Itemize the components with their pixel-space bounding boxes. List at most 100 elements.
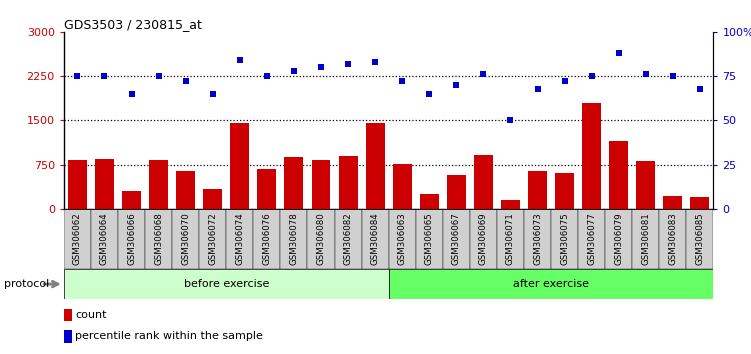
Text: GSM306073: GSM306073 <box>533 212 542 266</box>
Bar <box>64 330 72 343</box>
Bar <box>204 189 222 209</box>
Text: GSM306074: GSM306074 <box>235 212 244 266</box>
Point <box>451 82 463 88</box>
Point <box>532 86 544 91</box>
Bar <box>636 161 656 209</box>
Text: percentile rank within the sample: percentile rank within the sample <box>75 331 263 341</box>
Text: GSM306062: GSM306062 <box>73 212 82 266</box>
Point <box>694 86 706 91</box>
Point <box>152 73 164 79</box>
Text: GSM306066: GSM306066 <box>127 212 136 266</box>
Bar <box>199 209 226 269</box>
Text: GSM306083: GSM306083 <box>668 212 677 266</box>
Point <box>125 91 137 97</box>
Bar <box>149 160 168 209</box>
Bar <box>690 197 710 209</box>
Bar <box>307 209 334 269</box>
Bar <box>176 171 195 209</box>
Bar <box>258 169 276 209</box>
Bar <box>145 209 172 269</box>
Bar <box>253 209 280 269</box>
Bar <box>172 209 199 269</box>
Point <box>613 50 625 56</box>
Text: GSM306067: GSM306067 <box>452 212 461 266</box>
Text: GSM306064: GSM306064 <box>100 212 109 266</box>
Text: count: count <box>75 310 107 320</box>
Text: GSM306063: GSM306063 <box>398 212 407 266</box>
Point <box>207 91 219 97</box>
Bar <box>389 209 416 269</box>
Bar <box>285 157 303 209</box>
Text: GSM306068: GSM306068 <box>154 212 163 266</box>
Point <box>424 91 436 97</box>
Bar <box>389 269 713 299</box>
Text: GSM306072: GSM306072 <box>208 212 217 266</box>
Bar <box>501 200 520 209</box>
Bar <box>393 164 412 209</box>
Bar <box>497 209 524 269</box>
Bar <box>231 123 249 209</box>
Point <box>640 72 652 77</box>
Point <box>397 79 409 84</box>
Bar <box>447 175 466 209</box>
Bar <box>312 160 330 209</box>
Text: GSM306075: GSM306075 <box>560 212 569 266</box>
Text: GSM306085: GSM306085 <box>695 212 704 266</box>
Bar <box>632 209 659 269</box>
Text: GSM306082: GSM306082 <box>343 212 352 266</box>
Bar <box>339 156 357 209</box>
Point <box>586 73 598 79</box>
Text: GSM306076: GSM306076 <box>262 212 271 266</box>
Text: GSM306071: GSM306071 <box>506 212 515 266</box>
Point <box>559 79 571 84</box>
Text: GSM306084: GSM306084 <box>370 212 379 266</box>
Bar <box>605 209 632 269</box>
Text: GDS3503 / 230815_at: GDS3503 / 230815_at <box>64 18 202 31</box>
Text: GSM306079: GSM306079 <box>614 213 623 265</box>
Bar <box>470 209 497 269</box>
Bar <box>91 209 118 269</box>
Point <box>98 73 110 79</box>
Bar <box>64 309 72 321</box>
Text: GSM306069: GSM306069 <box>479 213 488 265</box>
Text: GSM306065: GSM306065 <box>425 212 434 266</box>
Bar <box>334 209 361 269</box>
Point <box>342 61 354 67</box>
Bar <box>474 155 493 209</box>
Text: before exercise: before exercise <box>183 279 269 289</box>
Point <box>261 73 273 79</box>
Bar <box>118 209 145 269</box>
Bar <box>443 209 470 269</box>
Text: GSM306070: GSM306070 <box>181 212 190 266</box>
Point <box>179 79 192 84</box>
Bar <box>68 160 87 209</box>
Point <box>369 59 381 65</box>
Bar <box>663 196 683 209</box>
Bar <box>420 194 439 209</box>
Point <box>478 72 490 77</box>
Bar <box>551 209 578 269</box>
Bar <box>686 209 713 269</box>
Text: GSM306077: GSM306077 <box>587 212 596 266</box>
Bar <box>555 173 574 209</box>
Bar <box>95 159 114 209</box>
Text: GSM306080: GSM306080 <box>316 212 325 266</box>
Bar <box>609 141 628 209</box>
Text: GSM306078: GSM306078 <box>289 212 298 266</box>
Text: after exercise: after exercise <box>513 279 589 289</box>
Bar <box>122 190 141 209</box>
Bar <box>226 209 253 269</box>
Bar <box>524 209 551 269</box>
Point <box>288 68 300 74</box>
Bar <box>528 171 547 209</box>
Bar <box>416 209 443 269</box>
Point <box>315 64 327 70</box>
Bar <box>659 209 686 269</box>
Point <box>71 73 83 79</box>
Bar <box>64 209 91 269</box>
Bar <box>280 209 307 269</box>
Bar <box>582 103 601 209</box>
Bar <box>361 209 389 269</box>
Text: GSM306081: GSM306081 <box>641 212 650 266</box>
Bar <box>64 269 389 299</box>
